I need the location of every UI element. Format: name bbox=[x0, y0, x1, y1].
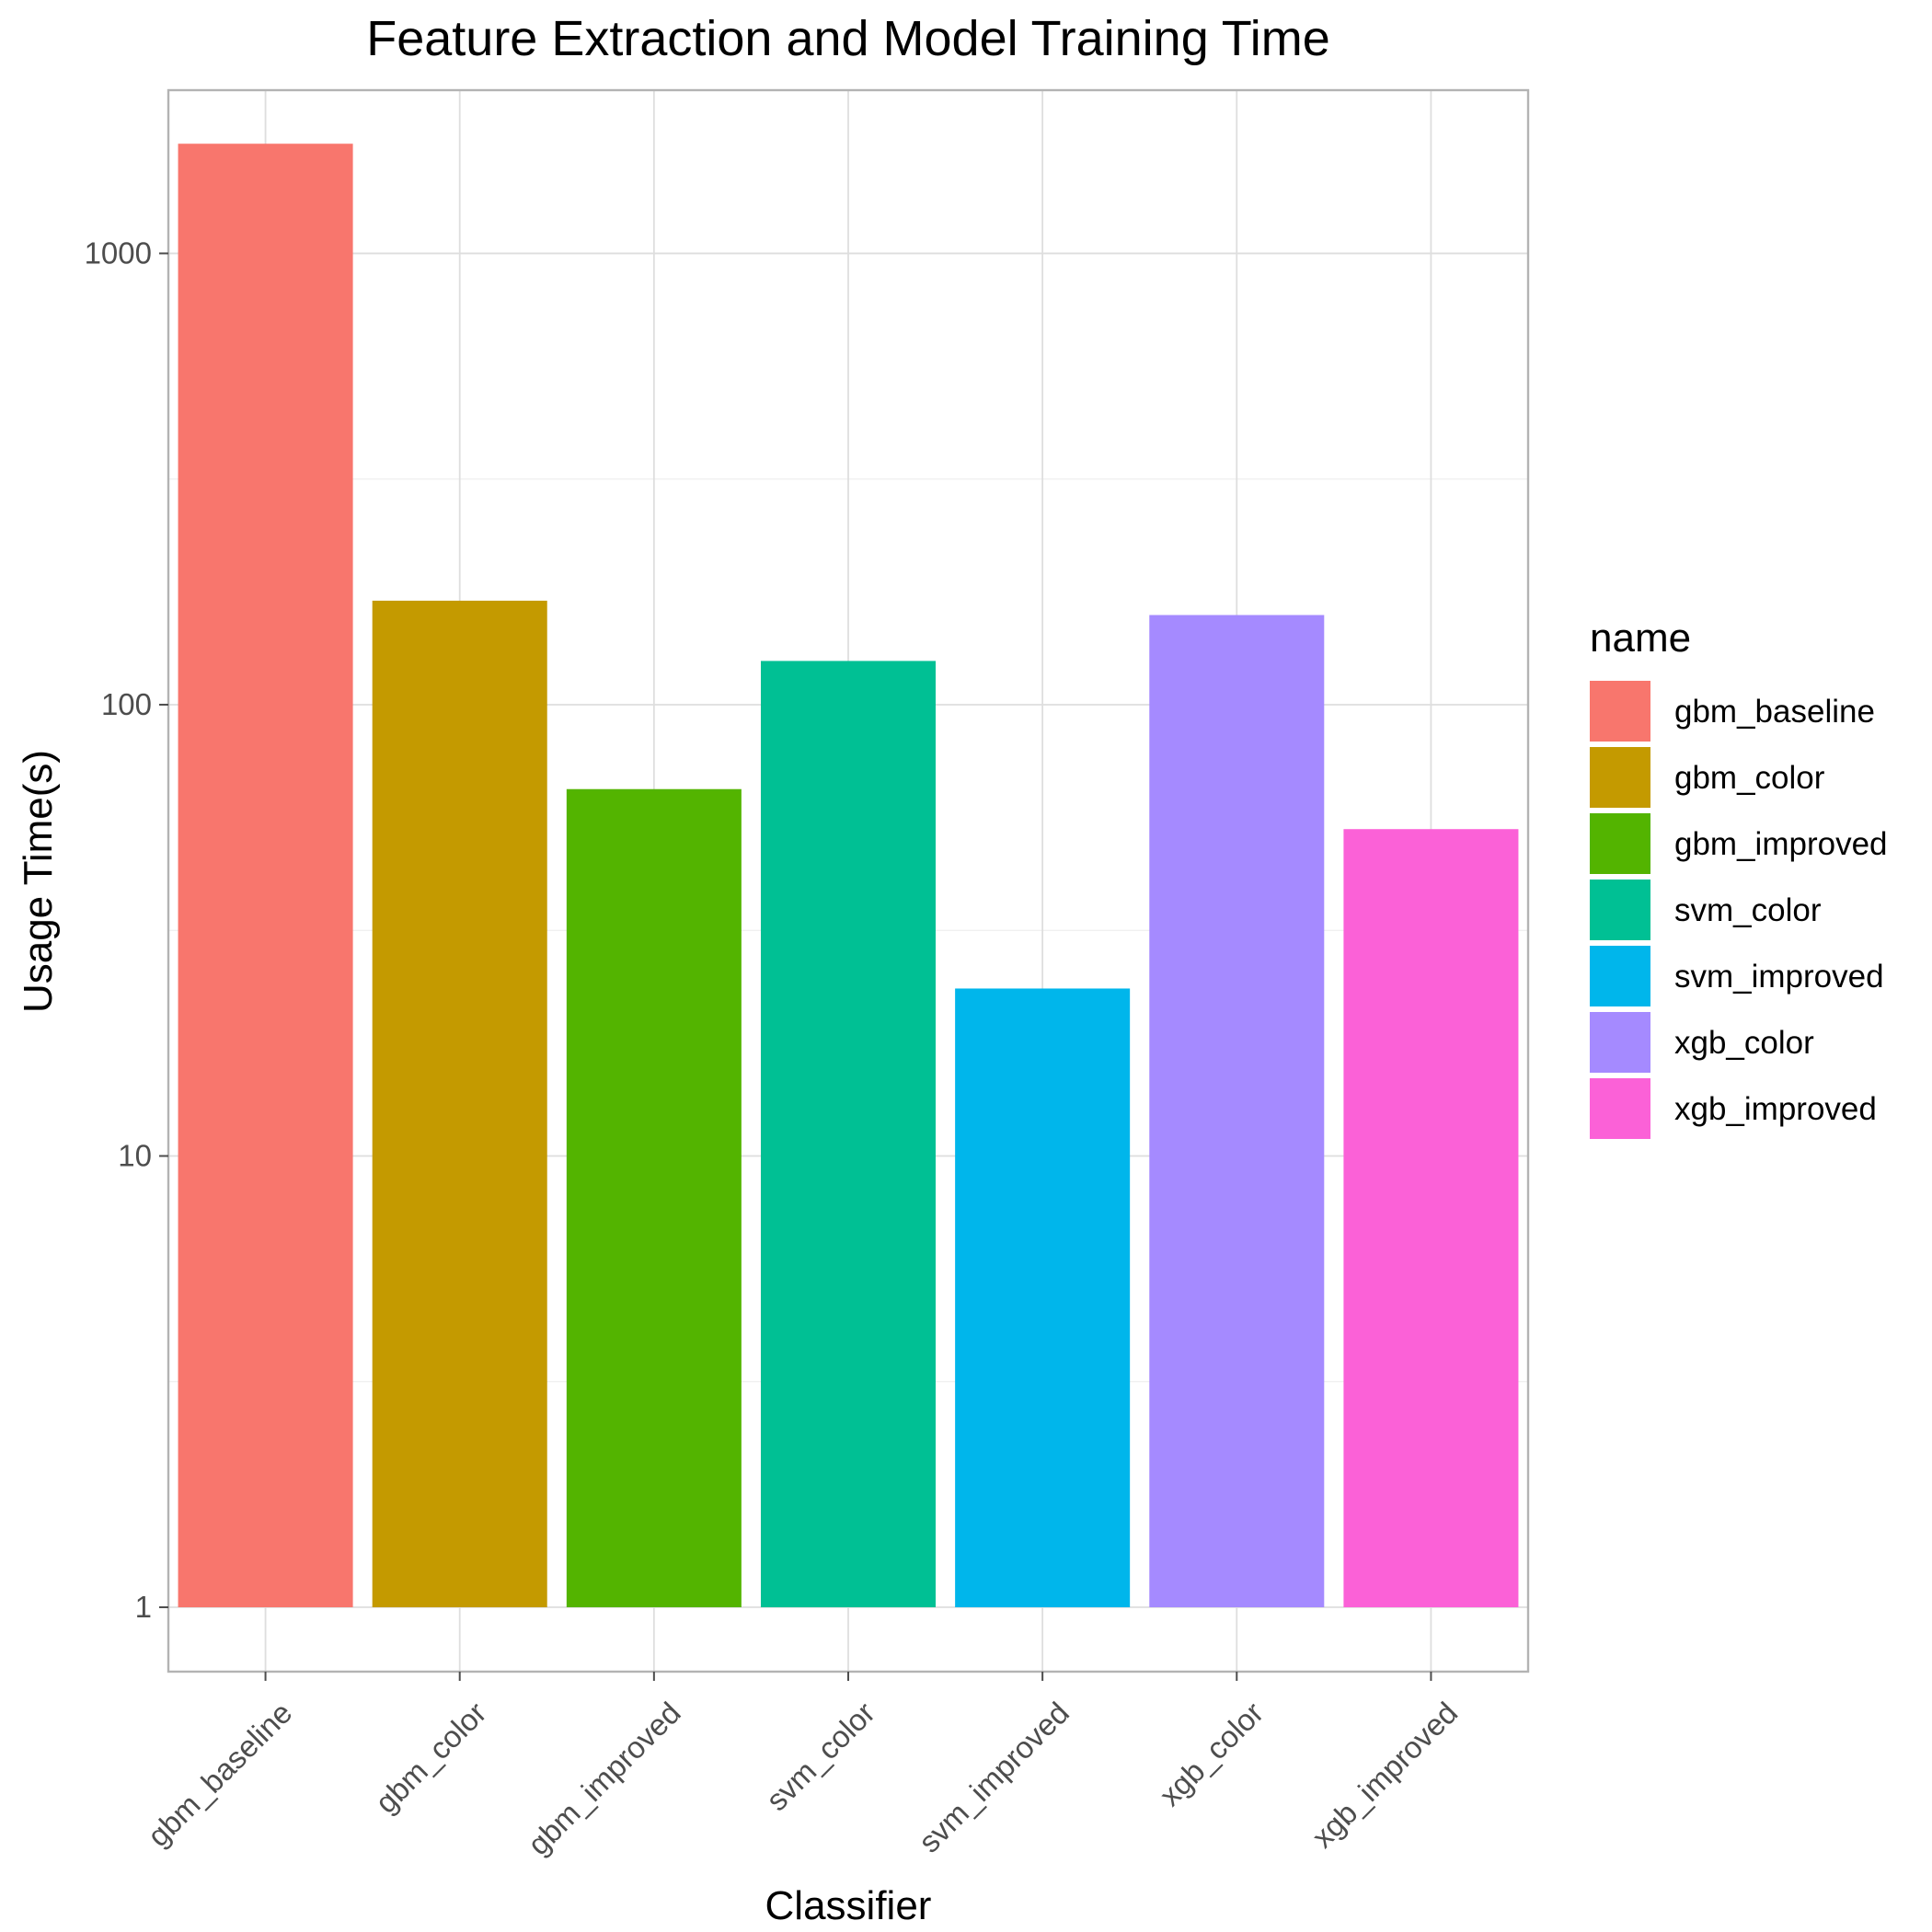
legend-label: svm_improved bbox=[1674, 959, 1884, 995]
y-tick-label: 1 bbox=[135, 1590, 152, 1624]
chart-title: Feature Extraction and Model Training Ti… bbox=[366, 11, 1330, 66]
legend-label: gbm_improved bbox=[1674, 826, 1888, 862]
y-axis-title: Usage Time(s) bbox=[16, 750, 61, 1013]
legend: name gbm_baseline gbm_color gbm_improvedsv… bbox=[1590, 615, 1888, 1139]
legend-key-svm_color bbox=[1590, 880, 1650, 940]
bar-gbm_color bbox=[372, 600, 547, 1608]
bar-svm_color bbox=[760, 661, 937, 1608]
legend-label: xgb_color bbox=[1674, 1025, 1814, 1061]
bar-svm_improved bbox=[955, 988, 1131, 1608]
legend-key-xgb_improved bbox=[1590, 1078, 1650, 1139]
legend-key-gbm_baseline bbox=[1590, 681, 1650, 742]
legend-label: svm_color bbox=[1674, 892, 1822, 928]
legend-label: gbm_color bbox=[1674, 760, 1825, 796]
legend-title: name bbox=[1590, 615, 1691, 661]
bar-gbm_baseline bbox=[178, 144, 353, 1608]
y-tick-label: 10 bbox=[118, 1138, 152, 1172]
legend-label: gbm_baseline bbox=[1674, 694, 1875, 730]
bar-xgb_improved bbox=[1343, 829, 1519, 1608]
x-axis-title: Classifier bbox=[765, 1883, 932, 1928]
y-tick-label: 100 bbox=[101, 687, 152, 721]
legend-key-gbm_color bbox=[1590, 747, 1650, 808]
legend-key-svm_improved bbox=[1590, 946, 1650, 1006]
bars bbox=[178, 144, 1519, 1608]
y-tick-label: 1000 bbox=[85, 236, 152, 270]
bar-gbm_improved bbox=[566, 788, 742, 1608]
legend-key-xgb_color bbox=[1590, 1012, 1650, 1073]
legend-key-gbm_improved bbox=[1590, 813, 1650, 874]
bar-xgb_color bbox=[1149, 615, 1325, 1608]
legend-label: xgb_improved bbox=[1674, 1091, 1877, 1127]
